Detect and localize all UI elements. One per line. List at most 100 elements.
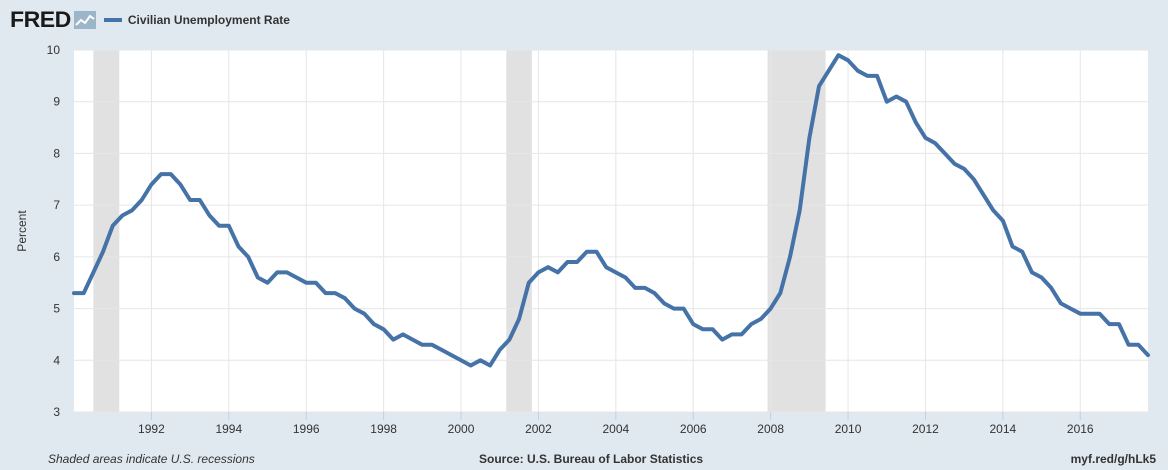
y-tick-label: 4 <box>53 353 60 367</box>
data-point <box>1040 276 1044 280</box>
data-point <box>856 69 860 73</box>
short-url-link[interactable]: myf.red/g/hLk5 <box>1070 452 1156 466</box>
data-point <box>459 358 463 362</box>
data-point <box>1069 307 1073 311</box>
data-point <box>1136 343 1140 347</box>
recession-band-1 <box>506 50 532 412</box>
legend[interactable]: Civilian Unemployment Rate <box>103 13 290 27</box>
data-point <box>469 363 473 367</box>
data-point <box>923 136 927 140</box>
data-point <box>827 69 831 73</box>
data-point <box>111 224 115 228</box>
y-tick-label: 10 <box>47 43 61 57</box>
data-point <box>643 286 647 290</box>
y-tick-label: 9 <box>53 95 60 109</box>
data-point <box>962 167 966 171</box>
data-point <box>894 95 898 99</box>
data-point <box>285 270 289 274</box>
data-point <box>314 281 318 285</box>
data-point <box>1078 312 1082 316</box>
y-tick-label: 8 <box>53 146 60 160</box>
data-point <box>982 193 986 197</box>
data-point <box>672 307 676 311</box>
data-point <box>991 208 995 212</box>
data-point <box>885 100 889 104</box>
data-point <box>1098 312 1102 316</box>
data-point <box>604 265 608 269</box>
plot-area <box>74 50 1148 412</box>
data-point <box>488 363 492 367</box>
x-tick-label: 1994 <box>215 422 242 436</box>
x-tick-label: 2002 <box>525 422 552 436</box>
data-point <box>798 208 802 212</box>
data-point <box>527 281 531 285</box>
recession-band-0 <box>93 50 120 412</box>
data-point <box>1030 270 1034 274</box>
fred-graph-icon[interactable] <box>73 11 96 29</box>
data-point <box>972 177 976 181</box>
data-point <box>159 172 163 176</box>
data-point <box>546 265 550 269</box>
data-point <box>256 276 260 280</box>
data-point <box>1001 219 1005 223</box>
data-point <box>149 182 153 186</box>
data-point <box>188 198 192 202</box>
data-point <box>91 270 95 274</box>
y-tick-label: 7 <box>53 198 60 212</box>
data-point <box>72 291 76 295</box>
data-point <box>759 317 763 321</box>
data-point <box>440 348 444 352</box>
x-tick-label: 2004 <box>602 422 629 436</box>
data-point <box>749 322 753 326</box>
data-point <box>720 338 724 342</box>
data-point <box>478 358 482 362</box>
data-point <box>653 291 657 295</box>
data-point <box>1011 245 1015 249</box>
data-point <box>817 84 821 88</box>
data-point <box>411 338 415 342</box>
data-point <box>507 338 511 342</box>
data-point <box>711 327 715 331</box>
data-point <box>430 343 434 347</box>
data-point <box>295 276 299 280</box>
data-point <box>730 332 734 336</box>
source-text: Source: U.S. Bureau of Labor Statistics <box>479 452 704 466</box>
data-point <box>846 58 850 62</box>
recession-note: Shaded areas indicate U.S. recessions <box>48 452 255 466</box>
data-point <box>1049 286 1053 290</box>
x-tick-label: 2000 <box>448 422 475 436</box>
data-point <box>904 100 908 104</box>
y-axis-label: Percent <box>15 210 29 252</box>
grid <box>74 49 1148 413</box>
data-point <box>304 281 308 285</box>
legend-label: Civilian Unemployment Rate <box>127 13 290 27</box>
data-point <box>536 270 540 274</box>
data-point <box>943 151 947 155</box>
data-point <box>343 296 347 300</box>
data-point <box>1088 312 1092 316</box>
data-point <box>740 332 744 336</box>
data-point <box>1146 353 1150 357</box>
data-point <box>198 198 202 202</box>
data-point <box>556 270 560 274</box>
data-point <box>1127 343 1131 347</box>
x-tick-label: 2008 <box>757 422 784 436</box>
chart-header: FRED Civilian Unemployment Rate <box>10 4 290 36</box>
data-point <box>914 120 918 124</box>
recession-shading <box>93 50 826 412</box>
x-tick-label: 1998 <box>370 422 397 436</box>
data-point <box>865 74 869 78</box>
data-point <box>333 291 337 295</box>
data-point <box>82 291 86 295</box>
data-point <box>101 250 105 254</box>
data-point <box>236 245 240 249</box>
data-point <box>952 162 956 166</box>
data-point <box>246 255 250 259</box>
y-tick-label: 5 <box>53 302 60 316</box>
data-point <box>701 327 705 331</box>
x-tick-label: 2010 <box>835 422 862 436</box>
data-point <box>178 182 182 186</box>
fred-logo[interactable]: FRED <box>10 7 71 32</box>
data-point <box>624 276 628 280</box>
series-line-unemployment-rate[interactable] <box>72 53 1150 368</box>
